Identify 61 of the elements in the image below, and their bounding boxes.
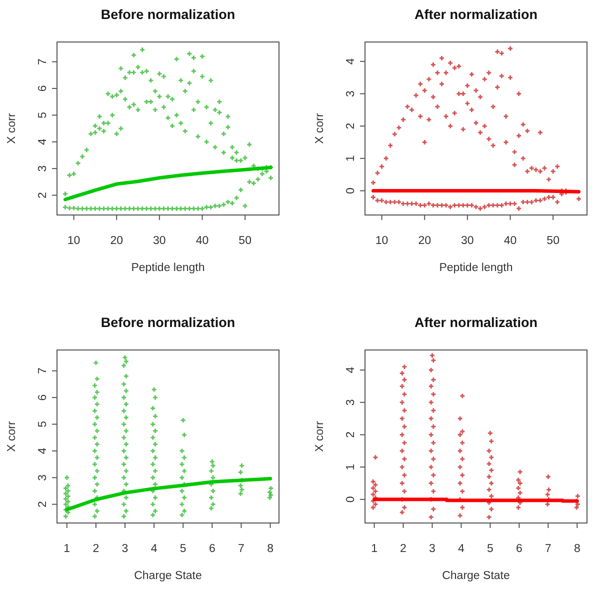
y-tick-label: 2 <box>37 501 49 508</box>
y-tick-label: 7 <box>37 58 49 65</box>
x-tick-label: 3 <box>122 543 128 555</box>
x-tick-label: 40 <box>196 235 209 247</box>
x-tick-label: 40 <box>504 235 517 247</box>
x-axis-title: Peptide length <box>439 262 513 274</box>
y-tick-label: 1 <box>345 155 357 162</box>
x-tick-label: 6 <box>208 543 216 555</box>
y-tick-label: 2 <box>37 192 49 198</box>
x-tick-label: 6 <box>516 543 522 555</box>
x-axis-title: Peptide length <box>131 262 205 274</box>
y-axis-title: X corr <box>314 420 326 452</box>
y-tick-label: 2 <box>345 432 357 438</box>
x-tick-label: 8 <box>267 543 274 555</box>
x-tick-label: 4 <box>458 543 466 555</box>
chart-title: After normalization <box>414 315 538 330</box>
chart-title: After normalization <box>414 7 538 22</box>
chart-title: Before normalization <box>100 7 236 22</box>
x-tick-label: 8 <box>574 543 580 555</box>
x-tick-label: 1 <box>371 543 378 555</box>
y-tick-label: 4 <box>345 58 357 65</box>
x-tick-label: 20 <box>418 235 432 247</box>
x-tick-label: 7 <box>238 543 244 555</box>
x-tick-label: 50 <box>546 235 560 247</box>
x-tick-label: 20 <box>110 235 124 247</box>
y-tick-label: 3 <box>345 90 357 97</box>
x-tick-label: 10 <box>67 235 80 247</box>
y-tick-label: 1 <box>345 464 357 470</box>
chart-title: Before normalization <box>100 315 236 330</box>
y-tick-label: 3 <box>345 399 357 406</box>
y-tick-label: 6 <box>37 85 49 92</box>
y-tick-label: 7 <box>37 368 49 374</box>
y-tick-label: 3 <box>37 165 49 172</box>
y-tick-label: 4 <box>37 138 49 146</box>
x-tick-label: 30 <box>461 235 474 247</box>
x-tick-label: 30 <box>153 235 166 247</box>
y-tick-label: 4 <box>37 447 49 454</box>
x-tick-label: 2 <box>92 543 100 555</box>
x-tick-label: 10 <box>375 235 388 247</box>
x-axis-title: Charge State <box>442 570 510 582</box>
x-tick-label: 4 <box>150 543 158 555</box>
y-tick-label: 2 <box>345 122 357 130</box>
x-tick-label: 7 <box>544 543 552 555</box>
y-axis-title: X corr <box>6 112 18 144</box>
y-tick-label: 0 <box>345 496 357 503</box>
y-tick-label: 0 <box>345 188 357 194</box>
x-tick-label: 50 <box>238 235 252 247</box>
y-tick-label: 5 <box>37 421 49 428</box>
x-axis-title: Charge State <box>134 570 202 582</box>
y-axis-title: X corr <box>314 112 326 144</box>
x-tick-label: 2 <box>400 543 406 555</box>
y-tick-label: 5 <box>37 112 49 118</box>
x-tick-label: 3 <box>429 543 436 555</box>
y-tick-label: 3 <box>37 474 49 481</box>
y-tick-label: 6 <box>37 394 49 401</box>
x-tick-label: 1 <box>64 543 70 555</box>
y-axis-title: X corr <box>6 420 18 452</box>
x-tick-label: 5 <box>180 543 186 555</box>
line-series <box>63 166 273 202</box>
x-tick-label: 5 <box>487 543 494 555</box>
y-tick-label: 4 <box>345 366 357 374</box>
